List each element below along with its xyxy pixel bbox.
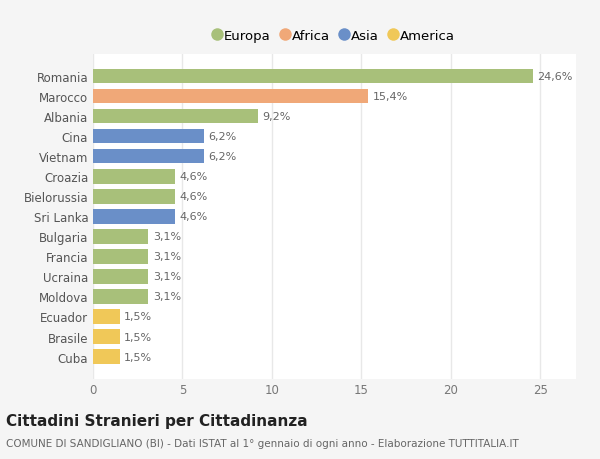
Bar — [93, 269, 148, 284]
Text: 15,4%: 15,4% — [373, 92, 408, 102]
Bar — [93, 310, 120, 324]
Text: 4,6%: 4,6% — [180, 172, 208, 182]
Bar — [93, 190, 175, 204]
Text: 6,2%: 6,2% — [208, 152, 236, 162]
Text: 6,2%: 6,2% — [208, 132, 236, 142]
Text: Cittadini Stranieri per Cittadinanza: Cittadini Stranieri per Cittadinanza — [6, 413, 308, 428]
Text: 1,5%: 1,5% — [124, 312, 152, 322]
Text: COMUNE DI SANDIGLIANO (BI) - Dati ISTAT al 1° gennaio di ogni anno - Elaborazion: COMUNE DI SANDIGLIANO (BI) - Dati ISTAT … — [6, 438, 519, 448]
Bar — [93, 230, 148, 244]
Legend: Europa, Africa, Asia, America: Europa, Africa, Asia, America — [210, 26, 459, 47]
Text: 1,5%: 1,5% — [124, 352, 152, 362]
Text: 4,6%: 4,6% — [180, 192, 208, 202]
Bar — [93, 110, 257, 124]
Bar — [93, 70, 533, 84]
Bar — [93, 330, 120, 344]
Text: 3,1%: 3,1% — [153, 292, 181, 302]
Text: 3,1%: 3,1% — [153, 252, 181, 262]
Bar — [93, 130, 204, 144]
Bar — [93, 290, 148, 304]
Bar — [93, 90, 368, 104]
Bar — [93, 350, 120, 364]
Text: 3,1%: 3,1% — [153, 272, 181, 282]
Text: 24,6%: 24,6% — [538, 72, 573, 82]
Bar — [93, 210, 175, 224]
Text: 1,5%: 1,5% — [124, 332, 152, 342]
Text: 4,6%: 4,6% — [180, 212, 208, 222]
Text: 9,2%: 9,2% — [262, 112, 290, 122]
Bar — [93, 170, 175, 184]
Bar — [93, 250, 148, 264]
Text: 3,1%: 3,1% — [153, 232, 181, 242]
Bar — [93, 150, 204, 164]
